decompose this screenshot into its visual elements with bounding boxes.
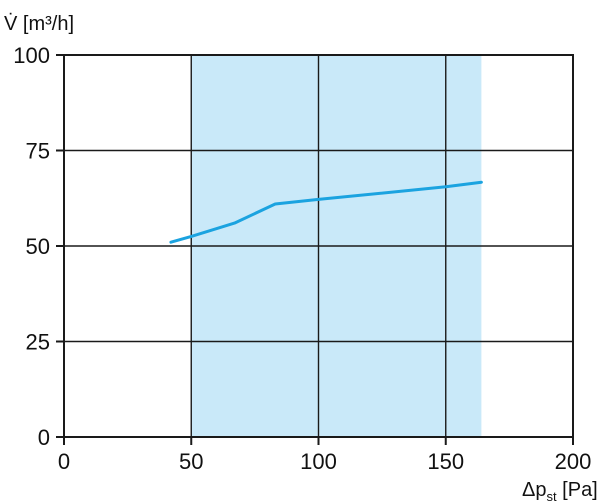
- x-tick-label: 50: [179, 449, 203, 474]
- series-line: [169, 180, 483, 244]
- y-tick-label: 25: [26, 330, 50, 355]
- tick-labels: 0 50 100 150 200 0 25 50 75 100: [13, 43, 591, 474]
- axis-ticks: [56, 54, 574, 445]
- gridlines: [64, 55, 573, 437]
- x-axis-label: Δpst [Pa]: [522, 479, 598, 503]
- y-tick-label: 50: [26, 234, 50, 259]
- y-axis-label: V̇ [m³/h]: [4, 13, 74, 35]
- x-tick-label: 200: [555, 449, 592, 474]
- y-tick-label: 75: [26, 139, 50, 164]
- x-axis-label-subscript: st: [546, 489, 557, 503]
- x-axis-label-symbol: Δp: [522, 479, 546, 501]
- x-tick-label: 100: [300, 449, 337, 474]
- x-axis-label-unit: [Pa]: [557, 479, 598, 501]
- y-tick-label: 100: [13, 43, 50, 68]
- y-tick-label: 0: [38, 425, 50, 450]
- x-tick-label: 0: [58, 449, 70, 474]
- x-tick-label: 150: [427, 449, 464, 474]
